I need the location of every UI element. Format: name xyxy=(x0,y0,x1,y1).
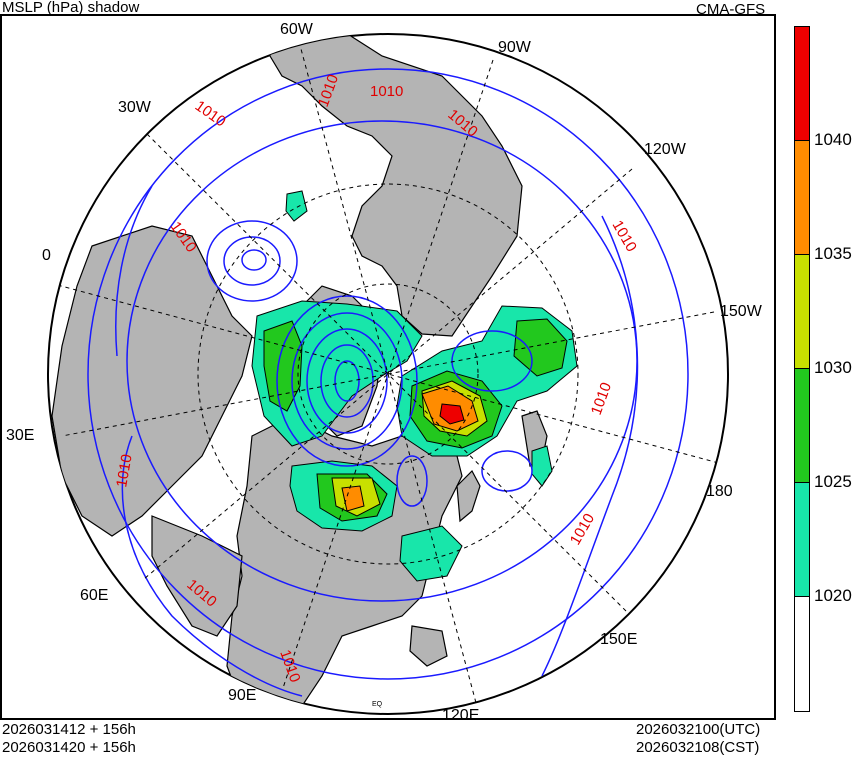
isobars xyxy=(87,68,689,697)
lon-label-90w: 90W xyxy=(498,39,532,56)
meridian-150w-30e xyxy=(61,311,715,437)
isobar-1010-west xyxy=(121,435,303,697)
valid-time-cst: 2026032108(CST) xyxy=(636,739,760,756)
init-time-utc: 2026031412 + 156h xyxy=(2,721,136,738)
model-name: CMA-GFS xyxy=(696,1,766,18)
high-pacific-1040 xyxy=(439,403,465,425)
isobar-low-siberia xyxy=(396,455,428,507)
polar-map: 1010 1010 1010 1010 1010 1010 1010 1010 … xyxy=(6,21,763,718)
colorbar-label-1025: 1025 xyxy=(814,472,852,491)
lon-label-180: 180 xyxy=(706,483,733,500)
graticule xyxy=(49,34,727,714)
isobar-polar-low-5 xyxy=(334,360,360,402)
isobar-label-sw: 1010 xyxy=(113,453,136,489)
mslp-shading xyxy=(251,190,578,582)
colorbar-seg-below-1020 xyxy=(795,597,809,711)
isobar-low-atlantic-1 xyxy=(206,220,298,302)
equator-label: EQ xyxy=(372,701,383,708)
land-se-asia xyxy=(409,625,448,667)
high-atlantic-small xyxy=(285,190,308,222)
isobar-1010-pacific xyxy=(541,215,639,677)
valid-time-utc: 2026032100(UTC) xyxy=(636,721,761,738)
isobar-ring-outer xyxy=(87,68,689,680)
meridian-30w-150e xyxy=(146,133,630,615)
isobar-low-atlantic-2 xyxy=(223,236,281,286)
isobar-label-n2: 1010 xyxy=(370,83,403,100)
isobar-polar-low-1 xyxy=(276,295,418,467)
isobar-1010-atlantic xyxy=(115,185,153,357)
lon-label-90e: 90E xyxy=(228,687,256,704)
lon-label-30e: 30E xyxy=(6,427,34,444)
lon-label-60e: 60E xyxy=(80,587,108,604)
lon-label-150w: 150W xyxy=(720,303,763,320)
init-time-cst: 2026031420 + 156h xyxy=(2,739,136,756)
colorbar-label-1020: 1020 xyxy=(814,586,852,605)
lon-label-120w: 120W xyxy=(644,141,687,158)
isobar-low-pacific xyxy=(481,450,533,492)
land-masses xyxy=(51,34,548,714)
isobar-low-atlantic-3 xyxy=(241,249,267,271)
colorbar-seg-1025-1030 xyxy=(795,369,809,483)
high-asia-1035 xyxy=(341,485,365,512)
colorbar-seg-1030-1035 xyxy=(795,255,809,369)
lon-label-120e: 120E xyxy=(442,707,479,718)
isobar-polar-low-2 xyxy=(291,312,403,450)
land-north-america xyxy=(269,34,523,337)
isobar-low-bering xyxy=(451,330,533,392)
lon-label-150e: 150E xyxy=(600,631,637,648)
colorbar-seg-1035-1040 xyxy=(795,141,809,255)
colorbar-seg-1040-plus xyxy=(795,27,809,141)
isobar-polar-low-3 xyxy=(306,328,388,434)
latitude-ring-60 xyxy=(297,283,479,465)
latitude-ring-30 xyxy=(197,183,579,565)
meridian-60w-120e xyxy=(296,34,480,714)
high-china-1020 xyxy=(399,525,463,582)
colorbar-seg-1020-1025 xyxy=(795,483,809,597)
high-pacific-1025b xyxy=(513,318,568,377)
lon-label-30w: 30W xyxy=(118,99,152,116)
map-frame: 1010 1010 1010 1010 1010 1010 1010 1010 … xyxy=(0,14,776,720)
lon-label-60w: 60W xyxy=(280,21,314,38)
colorbar-label-1035: 1035 xyxy=(814,244,852,263)
land-japan xyxy=(456,470,481,523)
colorbar-label-1030: 1030 xyxy=(814,358,852,377)
meridian-120w-60e xyxy=(143,168,633,580)
lon-label-0: 0 xyxy=(42,247,51,264)
isobar-polar-low-4 xyxy=(320,344,374,418)
colorbar-label-1040: 1040 xyxy=(814,130,852,149)
chart-title: MSLP (hPa) shadow xyxy=(2,0,140,16)
colorbar xyxy=(794,26,810,712)
